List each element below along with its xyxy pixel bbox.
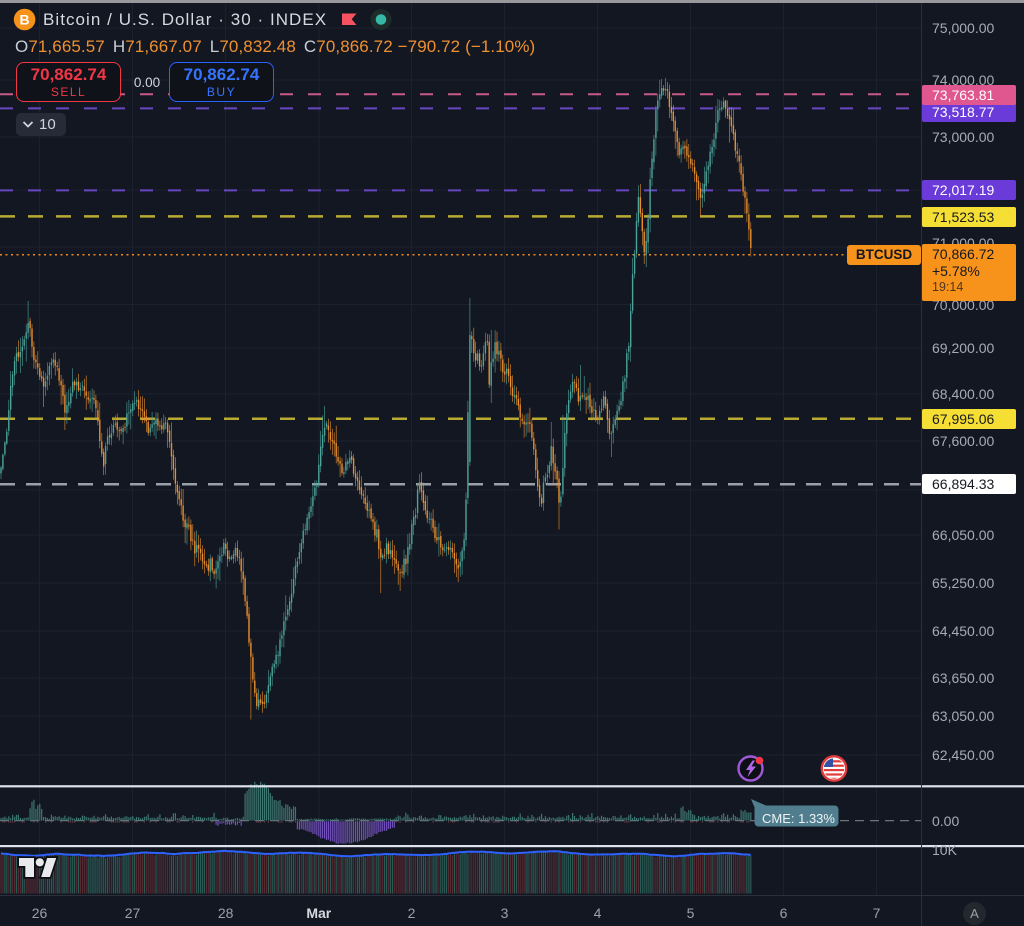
svg-text:B: B (20, 11, 30, 27)
